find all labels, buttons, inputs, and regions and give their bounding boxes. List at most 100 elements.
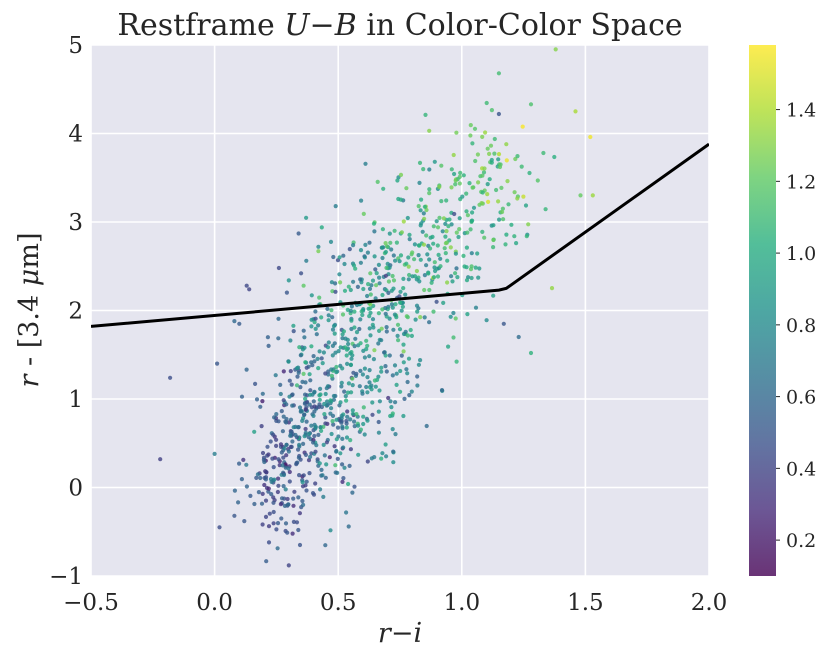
scatter-point (387, 231, 392, 236)
scatter-point (401, 219, 406, 224)
scatter-point (439, 163, 444, 168)
scatter-point (232, 513, 237, 518)
scatter-point (465, 312, 470, 317)
scatter-point (367, 326, 372, 331)
scatter-point (437, 184, 442, 189)
scatter-point (460, 194, 465, 199)
scatter-point (398, 300, 403, 305)
scatter-point (401, 360, 406, 365)
scatter-point (362, 255, 367, 260)
scatter-point (449, 167, 454, 172)
scatter-point (296, 370, 301, 375)
scatter-point (288, 433, 293, 438)
scatter-point (475, 251, 480, 256)
scatter-point (303, 452, 308, 457)
scatter-point (443, 241, 448, 246)
scatter-point (374, 271, 379, 276)
scatter-point (404, 367, 409, 372)
scatter-point (457, 227, 462, 232)
scatter-point (365, 418, 370, 423)
scatter-point (454, 130, 459, 135)
scatter-point (412, 274, 418, 279)
scatter-point (334, 437, 339, 442)
scatter-point (492, 136, 497, 142)
scatter-point (384, 329, 389, 334)
scatter-point (401, 413, 406, 419)
scatter-point (349, 356, 354, 361)
scatter-point (312, 409, 317, 414)
scatter-point (361, 286, 366, 292)
scatter-point (406, 356, 412, 361)
scatter-point (335, 456, 340, 461)
scatter-point (349, 390, 354, 395)
scatter-point (438, 256, 443, 261)
scatter-point (349, 304, 354, 309)
scatter-point (347, 247, 352, 252)
scatter-point (265, 335, 270, 340)
scatter-point (356, 452, 361, 457)
scatter-point (379, 365, 384, 370)
scatter-point (313, 326, 318, 331)
scatter-point (260, 522, 265, 527)
scatter-point (486, 199, 491, 204)
scatter-point (380, 245, 385, 250)
scatter-point (340, 436, 345, 441)
scatter-point (359, 309, 364, 314)
scatter-point (365, 250, 370, 255)
scatter-point (340, 366, 345, 371)
scatter-point (303, 483, 308, 488)
scatter-point (473, 305, 479, 310)
scatter-point (496, 111, 501, 117)
scatter-point (427, 167, 432, 172)
scatter-point (288, 444, 293, 450)
scatter-point (509, 222, 514, 227)
scatter-point (331, 323, 337, 329)
scatter-point (285, 530, 290, 535)
scatter-point (372, 254, 377, 259)
chart-title: Restframe U−B in Color-Color Space (117, 8, 682, 43)
scatter-point (323, 391, 328, 397)
scatter-point (317, 461, 322, 466)
scatter-point (321, 442, 326, 447)
scatter-point (368, 292, 373, 297)
scatter-point (271, 432, 276, 437)
scatter-point (317, 295, 322, 300)
scatter-point (338, 451, 343, 456)
scatter-point (337, 272, 342, 277)
scatter-point (304, 488, 309, 493)
scatter-point (344, 398, 349, 403)
scatter-point (445, 258, 450, 263)
scatter-point (588, 134, 593, 140)
scatter-point (331, 254, 336, 260)
scatter-point (331, 422, 336, 427)
scatter-point (389, 247, 394, 252)
scatter-point (380, 255, 385, 261)
scatter-point (301, 502, 306, 507)
colorbar-tick-label: 1.0 (786, 243, 816, 265)
scatter-point (232, 488, 237, 493)
scatter-point (303, 407, 308, 412)
scatter-point (304, 399, 310, 404)
scatter-point (316, 244, 321, 249)
scatter-point (435, 243, 440, 248)
scatter-point (485, 146, 490, 151)
scatter-point (324, 462, 329, 467)
scatter-point (384, 325, 389, 330)
scatter-point (290, 392, 295, 397)
scatter-point (260, 399, 265, 404)
scatter-point (272, 415, 277, 420)
scatter-point (421, 242, 427, 247)
scatter-point (271, 500, 276, 505)
scatter-point (266, 486, 271, 491)
scatter-point (275, 546, 280, 551)
scatter-point (367, 240, 372, 245)
scatter-point (457, 181, 462, 186)
scatter-point (383, 311, 388, 316)
scatter-point (287, 378, 292, 383)
scatter-point (449, 222, 454, 227)
scatter-point (370, 400, 375, 405)
scatter-point (364, 338, 369, 343)
scatter-point (302, 434, 307, 439)
scatter-point (297, 345, 302, 350)
scatter-point (445, 280, 450, 285)
